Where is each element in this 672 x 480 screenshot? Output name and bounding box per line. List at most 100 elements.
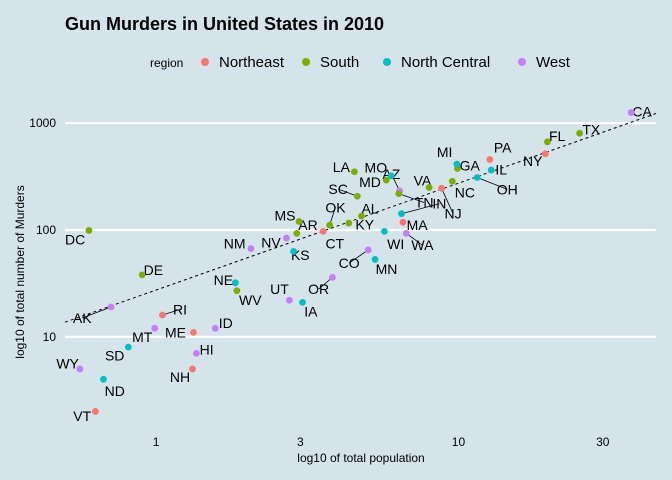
y-axis-title: log10 of total number of Murders xyxy=(13,185,27,358)
point-label-ky: KY xyxy=(355,217,374,233)
point-label-fl: FL xyxy=(549,128,566,144)
x-tick-label-30: 30 xyxy=(596,435,610,449)
point-label-hi: HI xyxy=(200,342,214,358)
y-tick-label-100: 100 xyxy=(36,223,56,237)
point-il xyxy=(487,166,495,174)
label-leader-nj xyxy=(441,188,454,214)
point-label-ak: AK xyxy=(73,310,92,326)
point-label-ia: IA xyxy=(304,303,318,319)
point-label-nv: NV xyxy=(261,235,281,251)
point-nm xyxy=(247,245,255,252)
point-mt xyxy=(151,324,159,332)
point-pa xyxy=(486,156,494,163)
point-ca xyxy=(627,109,635,116)
point-label-wy: WY xyxy=(56,356,79,372)
legend-key-north-central xyxy=(383,58,391,66)
point-nh xyxy=(189,365,196,373)
point-sc xyxy=(353,192,361,200)
point-label-nj: NJ xyxy=(445,206,462,222)
point-sd xyxy=(124,343,132,351)
legend-label-west: West xyxy=(536,54,571,71)
point-label-nh: NH xyxy=(170,369,190,385)
point-wi xyxy=(380,227,388,235)
x-tick-label-10: 10 xyxy=(452,435,466,449)
point-label-ny: NY xyxy=(523,153,543,169)
point-wy xyxy=(76,365,84,373)
point-labels: AKALARAZCACOCTDCDEFLGAHIIAIDILINKSKYLAMA… xyxy=(56,103,652,423)
point-nv xyxy=(283,234,290,242)
point-label-mo: MO xyxy=(365,159,388,175)
point-label-ga: GA xyxy=(460,158,481,174)
point-label-ne: NE xyxy=(214,272,233,288)
point-ky xyxy=(345,219,353,227)
point-in xyxy=(398,210,405,218)
point-nc xyxy=(448,177,456,185)
point-ak xyxy=(107,303,115,311)
point-nj xyxy=(438,184,445,192)
point-label-de: DE xyxy=(144,262,163,278)
point-label-nd: ND xyxy=(105,383,125,399)
point-label-dc: DC xyxy=(65,232,85,248)
point-md xyxy=(382,176,390,184)
point-wv xyxy=(233,287,241,295)
y-tick-label-1000: 1000 xyxy=(29,116,56,130)
point-mi xyxy=(453,160,461,168)
point-ar xyxy=(293,229,301,237)
point-wa xyxy=(402,229,410,237)
legend-key-northeast xyxy=(201,58,209,66)
point-tx xyxy=(576,129,583,137)
point-label-il: IL xyxy=(495,161,507,177)
point-label-or: OR xyxy=(308,281,329,297)
label-leader-tn xyxy=(398,193,425,203)
point-label-ma: MA xyxy=(407,217,429,233)
point-label-mi: MI xyxy=(437,144,453,160)
legend-label-south: South xyxy=(320,54,359,71)
point-label-pa: PA xyxy=(494,140,512,156)
y-tick-label-10: 10 xyxy=(43,330,57,344)
legend-key-south xyxy=(302,58,310,66)
point-label-ca: CA xyxy=(632,103,652,119)
legend-title: region xyxy=(150,56,183,70)
label-leader-in xyxy=(401,203,440,215)
point-label-nm: NM xyxy=(224,235,246,251)
point-label-ut: UT xyxy=(270,281,289,297)
point-hi xyxy=(193,349,200,357)
point-label-al: AL xyxy=(361,200,378,216)
label-leader-sc xyxy=(337,188,358,197)
point-dc xyxy=(85,227,93,234)
point-ny xyxy=(541,150,549,158)
point-me xyxy=(190,328,197,336)
point-label-ok: OK xyxy=(325,199,346,215)
point-ct xyxy=(319,227,327,235)
point-ne xyxy=(232,279,239,287)
legend-label-north-central: North Central xyxy=(401,54,490,71)
point-ri xyxy=(159,311,166,319)
point-va xyxy=(425,184,433,191)
point-de xyxy=(138,271,146,279)
point-label-wa: WA xyxy=(411,237,434,253)
point-or xyxy=(329,273,336,281)
point-label-wv: WV xyxy=(239,292,262,308)
label-leader-co xyxy=(348,249,369,264)
y-axis-ticks: 10 100 1000 xyxy=(29,116,56,344)
x-axis-title: log10 of total population xyxy=(297,451,424,465)
point-label-mn: MN xyxy=(376,261,398,277)
label-leader-ak xyxy=(82,306,112,319)
point-ms xyxy=(295,218,303,225)
gridlines xyxy=(65,122,656,338)
point-label-ar: AR xyxy=(298,217,317,233)
point-nd xyxy=(100,375,107,383)
point-label-wi: WI xyxy=(387,236,404,252)
point-oh xyxy=(473,174,481,181)
chart-title: Gun Murders in United States in 2010 xyxy=(65,14,384,34)
point-label-md: MD xyxy=(359,174,381,190)
legend: region Northeast South North Central West xyxy=(150,54,571,71)
point-vt xyxy=(91,408,99,415)
point-label-sc: SC xyxy=(328,181,347,197)
legend-label-northeast: Northeast xyxy=(219,54,285,71)
point-mo xyxy=(387,172,395,180)
x-tick-label-1: 1 xyxy=(153,435,160,449)
point-ia xyxy=(299,298,306,306)
point-label-nc: NC xyxy=(455,184,475,200)
